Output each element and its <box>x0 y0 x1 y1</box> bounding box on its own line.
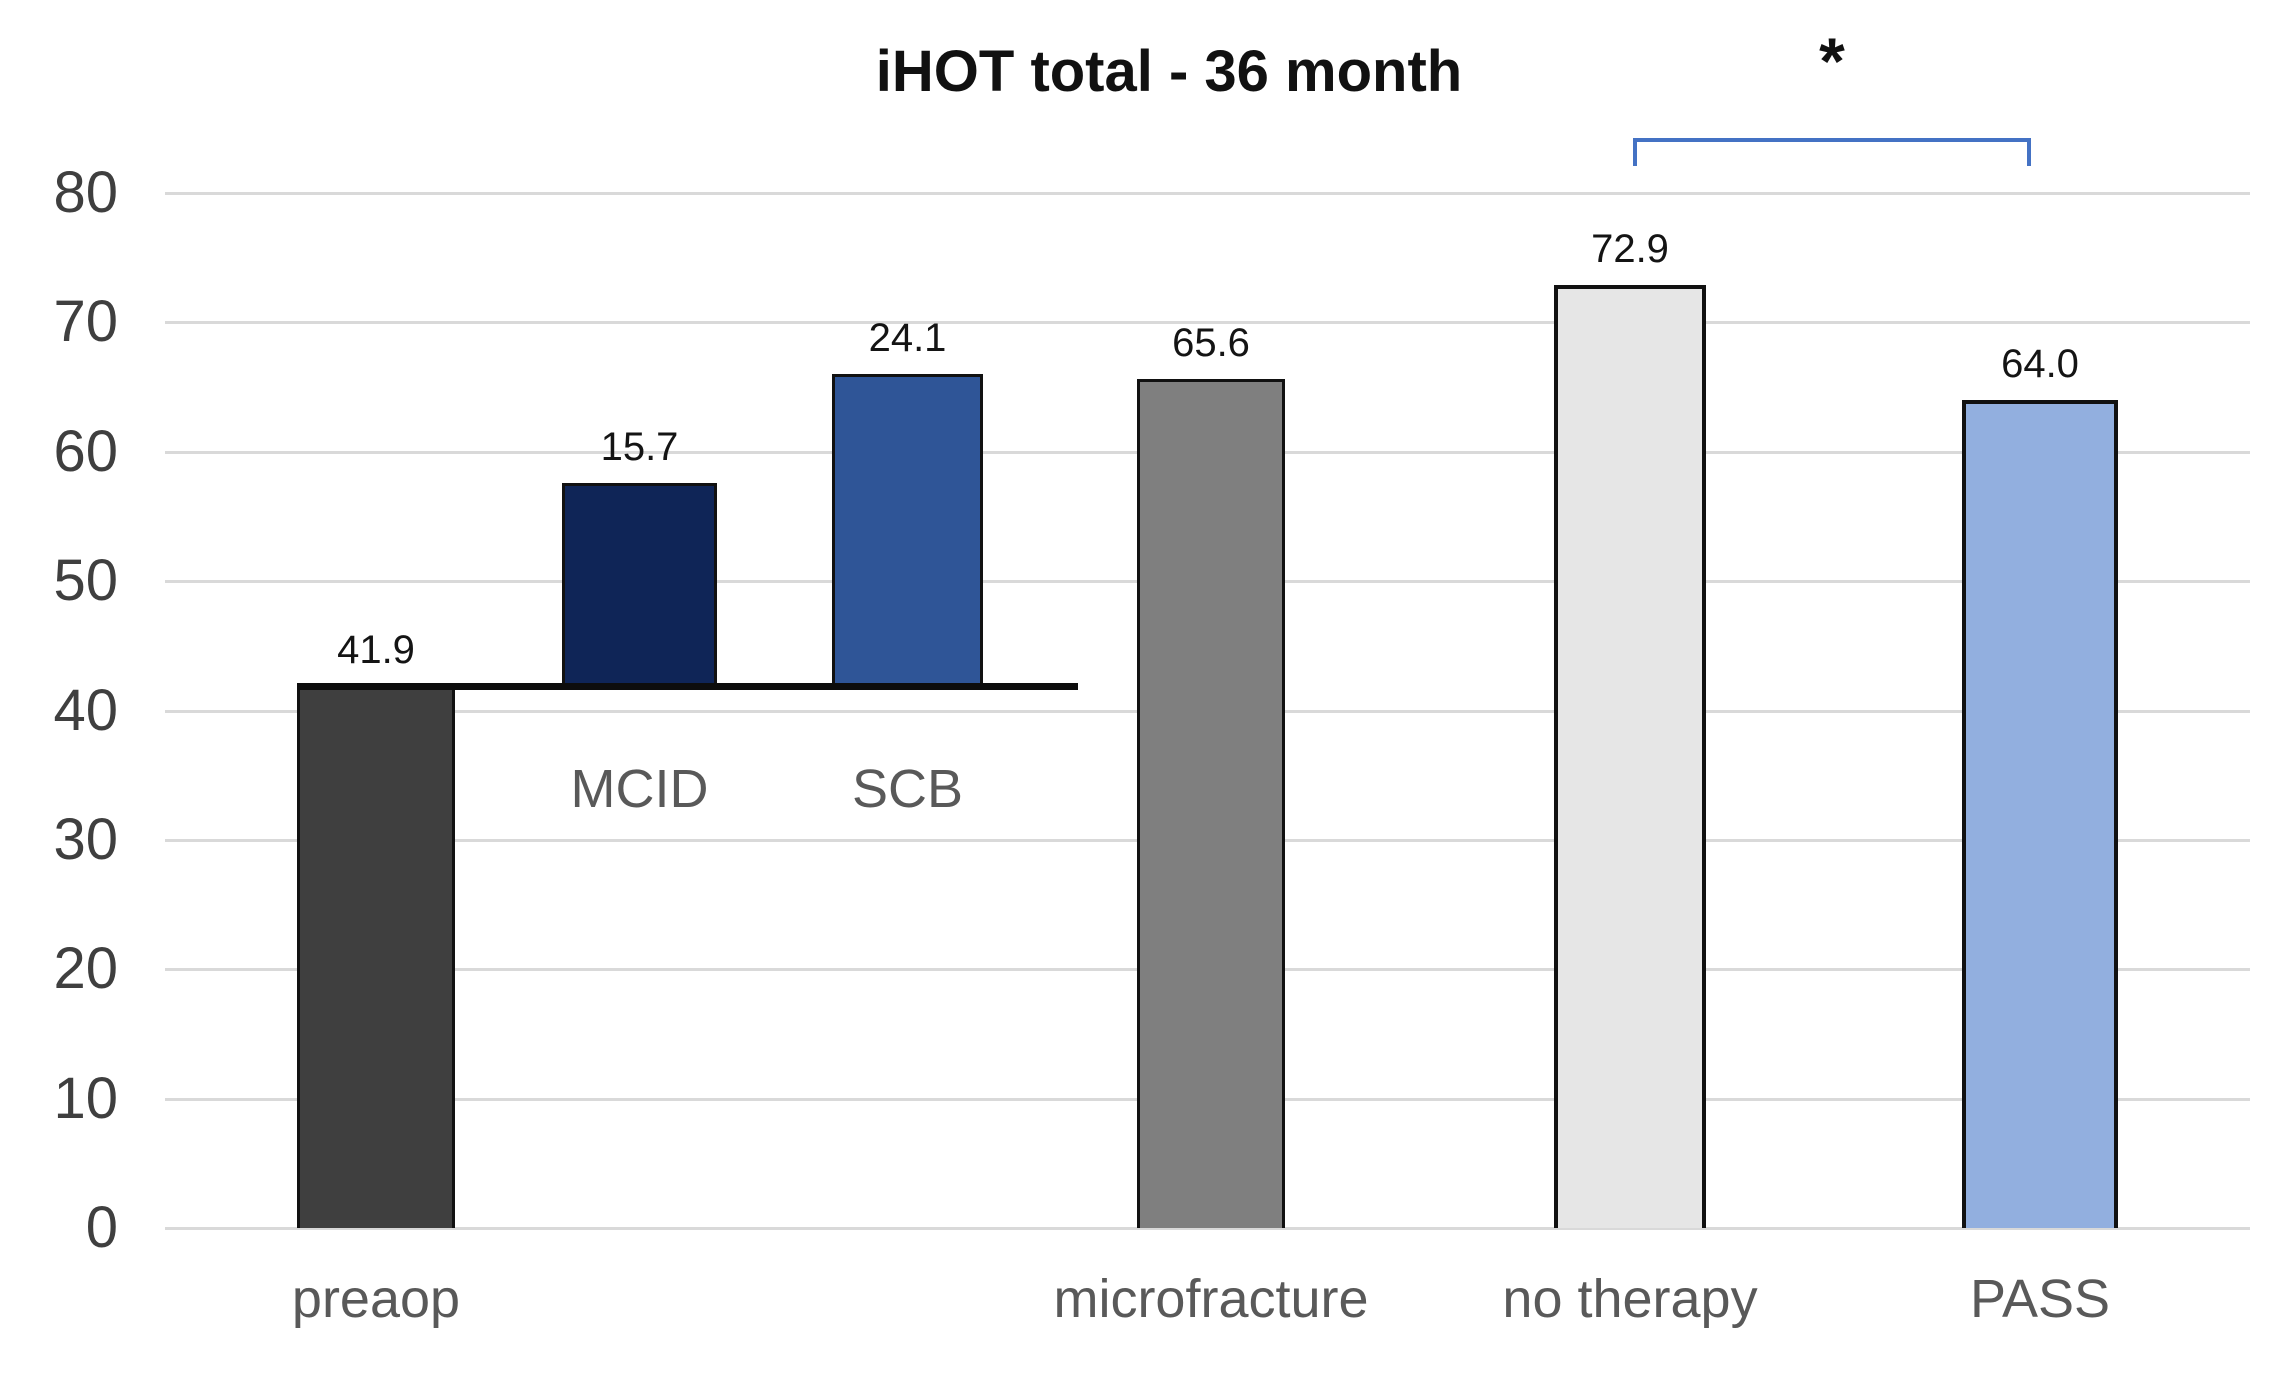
gridline-80 <box>165 192 2250 195</box>
floating-label-SCB: SCB <box>851 759 964 819</box>
y-axis-tick-10: 10 <box>53 1065 118 1131</box>
x-axis-label-PASS: PASS <box>1969 1269 2111 1329</box>
value-label-microfracture: 65.6 <box>1172 321 1250 366</box>
preop-baseline-line <box>297 682 1078 690</box>
x-axis-label-microfracture: microfracture <box>1053 1269 1369 1329</box>
y-axis-tick-20: 20 <box>53 936 118 1002</box>
significance-bracket <box>1633 138 2031 166</box>
value-label-PASS: 64.0 <box>2001 342 2079 386</box>
y-axis-tick-40: 40 <box>53 677 118 743</box>
x-axis-label-no-therapy: no therapy <box>1502 1269 1758 1329</box>
bar-no-therapy <box>1554 284 1706 1228</box>
y-axis-tick-60: 60 <box>53 418 118 484</box>
y-axis-tick-80: 80 <box>53 160 118 225</box>
y-axis-tick-70: 70 <box>53 289 118 355</box>
y-axis-tick-0: 0 <box>85 1195 118 1260</box>
y-axis-tick-50: 50 <box>53 548 118 614</box>
bar-microfracture <box>1137 379 1285 1228</box>
value-label-preaop: 41.9 <box>337 627 415 672</box>
significance-asterisk: * <box>1819 24 1845 98</box>
y-axis-tick-30: 30 <box>53 806 118 872</box>
value-label-SCB: 24.1 <box>868 316 947 361</box>
bar-MCID <box>562 482 717 686</box>
value-label-MCID: 15.7 <box>600 424 679 469</box>
bar-preaop <box>297 685 455 1228</box>
bar-PASS <box>1962 400 2118 1228</box>
gridline-0 <box>165 1227 2250 1230</box>
gridline-70 <box>165 321 2250 325</box>
value-label-no-therapy: 72.9 <box>1591 226 1669 271</box>
bar-SCB <box>832 374 983 686</box>
floating-label-MCID: MCID <box>570 759 709 819</box>
chart-title: iHOT total - 36 month <box>875 39 1463 104</box>
x-axis-label-preaop: preaop <box>291 1269 461 1329</box>
